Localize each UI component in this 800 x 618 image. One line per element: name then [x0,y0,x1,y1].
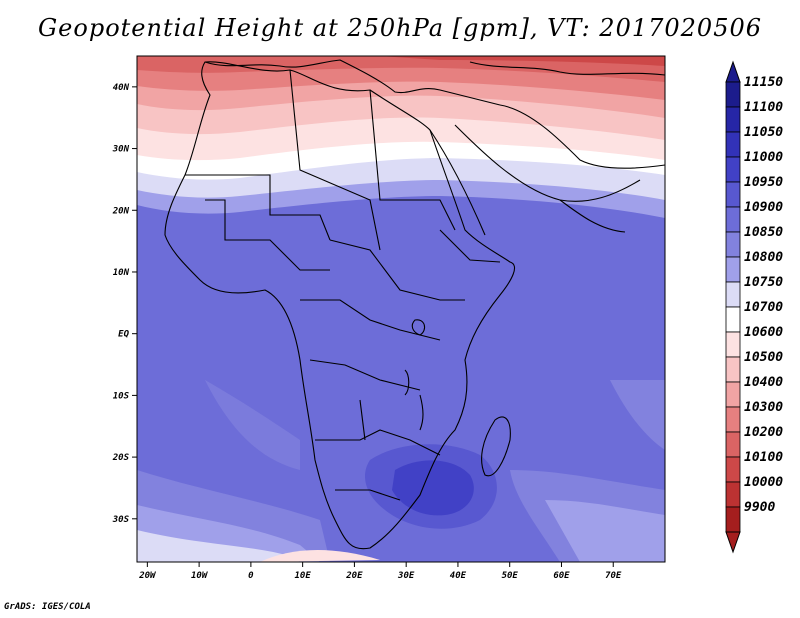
colorbar-label: 10400 [744,375,783,390]
colorbar-swatch [725,431,741,458]
colorbar-swatch [725,506,741,533]
colorbar-swatch [725,406,741,433]
map-frame [136,55,666,563]
colorbar-label: 10600 [744,325,783,340]
colorbar-label: 10500 [744,350,783,365]
colorbar-swatch [725,231,741,258]
colorbar-max-arrow [725,60,741,83]
colorbar-swatch [725,456,741,483]
lon-tick-label: 30E [397,571,415,581]
colorbar-swatch [725,131,741,158]
lat-tick-label: 20S [112,453,130,463]
colorbar-swatch [725,181,741,208]
lat-tick-label: 30N [112,145,130,155]
colorbar-swatch [725,381,741,408]
colorbar-swatch [725,306,741,333]
lat-tick-label: EQ [118,330,129,340]
colorbar-label: 10900 [744,200,783,215]
colorbar-label: 11050 [744,125,783,140]
colorbar-swatch [725,356,741,383]
coastlines [164,59,665,550]
colorbar-swatch [725,206,741,233]
colorbar-label: 10300 [744,400,783,415]
lat-tick-label: 20N [112,206,130,216]
colorbar-swatch [725,481,741,508]
colorbar-swatch [725,106,741,133]
lon-tick-label: 20E [345,571,363,581]
latitude-axis: 40N 30N 20N 10N EQ 10S 20S 30S [112,83,137,525]
colorbar-swatch [725,81,741,108]
colorbar-label: 10100 [744,450,783,465]
colorbar-swatch [725,256,741,283]
lon-tick-label: 10E [295,571,312,581]
lon-tick-label: 40E [450,571,467,581]
lon-tick-label: 0 [248,571,254,581]
lon-tick-label: 60E [553,571,570,581]
colorbar-swatch [725,156,741,183]
colorbar-label: 10950 [744,175,783,190]
colorbar-label: 10850 [744,225,783,240]
lat-tick-label: 10N [113,268,130,278]
contour-field [137,56,665,562]
colorbar-label: 10200 [744,425,783,440]
colorbar-label: 11100 [744,100,783,115]
colorbar-label: 10000 [744,475,783,490]
colorbar-min-arrow [725,531,741,554]
lat-tick-label: 30S [112,515,130,525]
colorbar: 11150 11100 11050 11000 10950 10900 10850 10800… [725,60,783,554]
lon-tick-label: 20W [138,571,157,581]
lat-tick-label: 10S [113,391,130,401]
grads-credit: GrADS: IGES/COLA [4,602,91,612]
colorbar-swatch [725,281,741,308]
longitude-axis: 20W 10W 0 10E 20E 30E 40E 50E 60E 70E [138,562,622,581]
lat-tick-label: 40N [113,83,130,93]
lon-tick-label: 10W [191,571,209,581]
colorbar-label: 10750 [744,275,783,290]
colorbar-label: 10700 [744,300,783,315]
colorbar-label: 11000 [744,150,783,165]
colorbar-label: 11150 [744,75,783,90]
map-title: Geopotential Height at 250hPa [gpm], VT:… [38,14,762,42]
colorbar-label: 10800 [744,250,783,265]
lon-tick-label: 70E [605,571,622,581]
lon-tick-label: 50E [502,571,519,581]
colorbar-label: 9900 [744,500,775,515]
colorbar-swatch [725,331,741,358]
